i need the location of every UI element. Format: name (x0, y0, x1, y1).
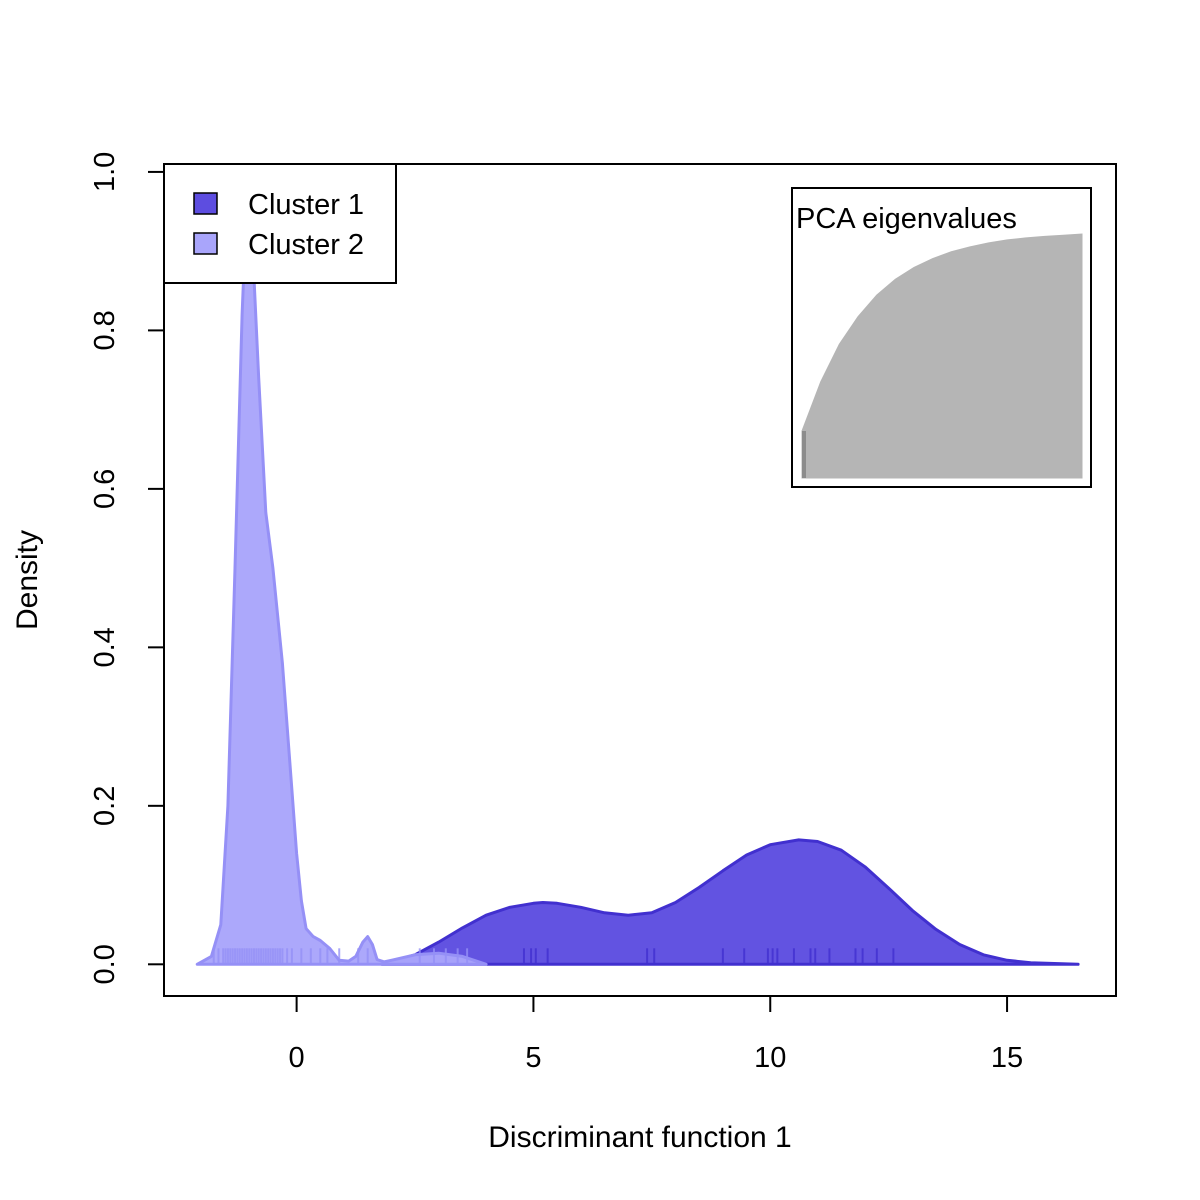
x-tick-label: 5 (525, 1042, 541, 1074)
x-tick-label: 15 (991, 1042, 1023, 1074)
legend: Cluster 1 Cluster 2 (163, 163, 397, 284)
axes: 0 5 10 15 0.0 0.2 0.4 0.6 0.8 1.0 (89, 152, 1023, 1074)
legend-swatch-cluster-2 (193, 232, 218, 255)
rug-marks (212, 948, 895, 965)
inset-eigenvalue-area (801, 233, 1083, 479)
legend-label-cluster-1: Cluster 1 (248, 189, 364, 221)
legend-label-cluster-2: Cluster 2 (248, 229, 364, 261)
legend-swatch-cluster-1 (193, 192, 218, 215)
density-area-cluster-1 (380, 838, 1080, 966)
pca-eigenvalues-inset: PCA eigenvalues (791, 187, 1092, 488)
y-tick-label: 0.4 (89, 627, 121, 667)
x-tick-label: 10 (754, 1042, 786, 1074)
inset-eigenvalue-fill (801, 233, 1083, 479)
inset-first-eigenvalue-bar (802, 431, 806, 478)
y-tick-label: 1.0 (89, 152, 121, 192)
legend-box (163, 163, 397, 284)
y-tick-label: 0.2 (89, 786, 121, 826)
inset-title: PCA eigenvalues (796, 203, 1017, 235)
x-tick-label: 0 (289, 1042, 305, 1074)
density-area-cluster-2 (195, 194, 488, 966)
y-axis-label: Density (11, 530, 44, 630)
x-axis-label: Discriminant function 1 (488, 1121, 791, 1154)
y-tick-label: 0.6 (89, 469, 121, 509)
y-tick-label: 0.8 (89, 310, 121, 350)
y-tick-label: 0.0 (89, 944, 121, 984)
